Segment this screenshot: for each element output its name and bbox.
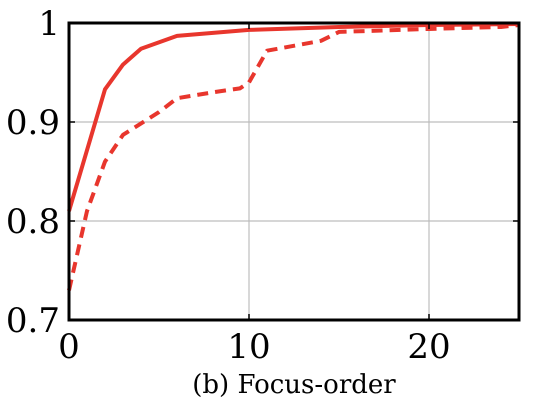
y-tick-label-0_8: 0.8 (6, 202, 60, 242)
plot-frame (67, 21, 521, 322)
series-line-solid (67, 21, 520, 212)
series-line-dashed (67, 22, 520, 291)
y-tick-label-0_9: 0.9 (6, 103, 60, 143)
y-tick-label-1: 1 (38, 4, 60, 44)
grid-layer (69, 23, 519, 320)
series-layer (67, 21, 520, 291)
x-tick-label-20: 20 (407, 327, 450, 367)
x-tick-label-10: 10 (227, 327, 270, 367)
chart-caption: (b) Focus-order (192, 370, 396, 400)
x-tick-label-0: 0 (58, 327, 80, 367)
tick-layer: 0 10 20 0.7 0.8 0.9 1 (6, 4, 519, 367)
y-tick-label-0_7: 0.7 (6, 301, 60, 341)
